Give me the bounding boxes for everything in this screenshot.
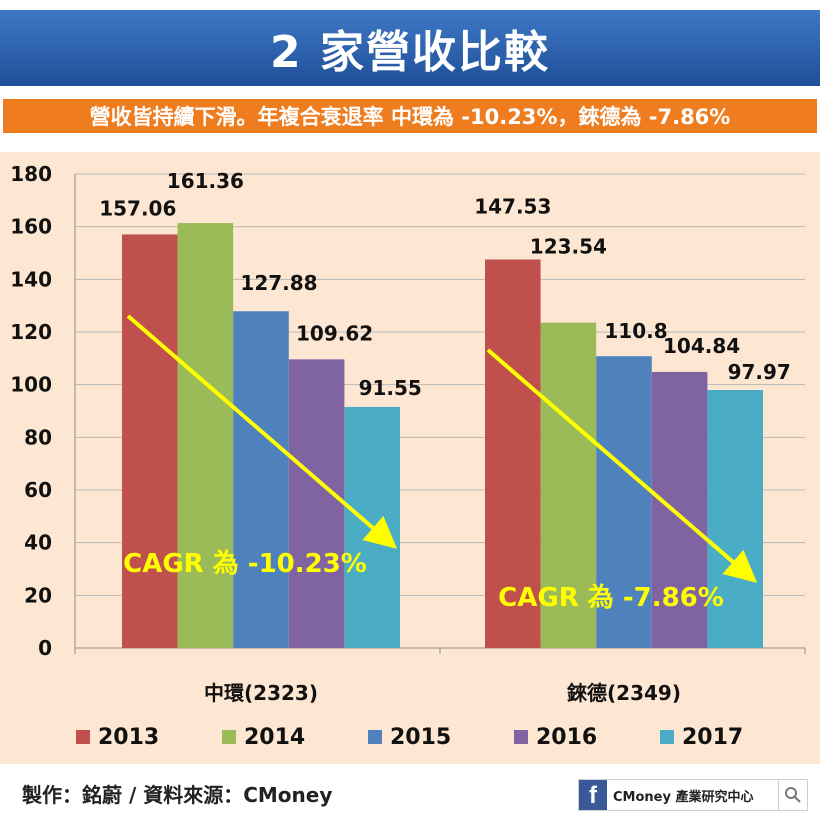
bar-2013-1 [122, 234, 178, 648]
legend-swatch-2017 [660, 730, 674, 744]
y-tick-label: 80 [24, 425, 52, 449]
page-title: 2 家營收比較 [270, 27, 550, 78]
subtitle: 營收皆持續下滑。年複合衰退率 中環為 -10.23%，錸德為 -7.86% [89, 105, 731, 129]
cagr-annotation: CAGR 為 -10.23% [123, 549, 367, 579]
legend-label-2013: 2013 [98, 725, 159, 750]
legend-label-2015: 2015 [390, 725, 451, 750]
data-label: 157.06 [99, 196, 176, 220]
trend-arrow [486, 348, 758, 583]
legend-swatch-2015 [368, 730, 382, 744]
data-label: 104.84 [663, 334, 740, 358]
y-tick-label: 160 [10, 215, 52, 239]
bar-2014-1 [177, 223, 234, 648]
revenue-bar-chart: 0 20 40 60 80 100 120 140 160 180 157.06 161.36 127.… [10, 162, 806, 750]
x-category-label: 中環(2323) [204, 681, 318, 705]
bar-2014-2 [540, 322, 597, 648]
bar-2013-2 [485, 259, 541, 648]
data-label: 127.88 [240, 271, 317, 295]
legend-label-2016: 2016 [536, 725, 597, 750]
trend-arrow [126, 314, 398, 549]
facebook-icon: f [579, 780, 607, 810]
y-tick-label: 0 [38, 636, 52, 660]
y-tick-label: 20 [24, 583, 52, 607]
data-label: 91.55 [359, 376, 422, 400]
data-label: 147.53 [474, 195, 551, 219]
subtitle-bar: 營收皆持續下滑。年複合衰退率 中環為 -10.23%，錸德為 -7.86% [3, 99, 817, 133]
y-tick-label: 120 [10, 320, 52, 344]
y-tick-label: 60 [24, 478, 52, 502]
cagr-annotation: CAGR 為 -7.86% [498, 583, 724, 613]
bar-2016-2 [651, 371, 708, 648]
y-tick-label: 100 [10, 373, 52, 397]
y-tick-label: 140 [10, 267, 52, 291]
data-label: 123.54 [530, 235, 607, 259]
legend-label-2017: 2017 [682, 725, 743, 750]
legend-label-2014: 2014 [244, 725, 305, 750]
facebook-badge[interactable]: f CMoney 產業研究中心 [578, 779, 808, 811]
bar-2017-2 [707, 390, 763, 648]
data-label: 97.97 [728, 360, 791, 384]
y-tick-label: 180 [10, 162, 52, 186]
legend-swatch-2016 [514, 730, 528, 744]
data-label: 109.62 [296, 321, 373, 345]
chart-panel: 0 20 40 60 80 100 120 140 160 180 157.06 161.36 127.… [0, 152, 820, 764]
legend-swatch-2014 [222, 730, 236, 744]
bar-2015-2 [596, 356, 652, 648]
footer-credit: 製作：銘蔚 / 資料來源：CMoney [22, 783, 333, 807]
data-label: 110.8 [604, 319, 667, 343]
y-tick-label: 40 [24, 531, 52, 555]
data-label: 161.36 [167, 169, 244, 193]
legend-swatch-2013 [76, 730, 90, 744]
title-banner: 2 家營收比較 [0, 10, 820, 86]
badge-label: CMoney 產業研究中心 [613, 789, 754, 805]
x-category-label: 錸德(2349) [567, 681, 681, 705]
search-icon[interactable] [778, 780, 807, 810]
bar-2015-1 [233, 311, 289, 648]
bar-2016-1 [288, 359, 345, 648]
